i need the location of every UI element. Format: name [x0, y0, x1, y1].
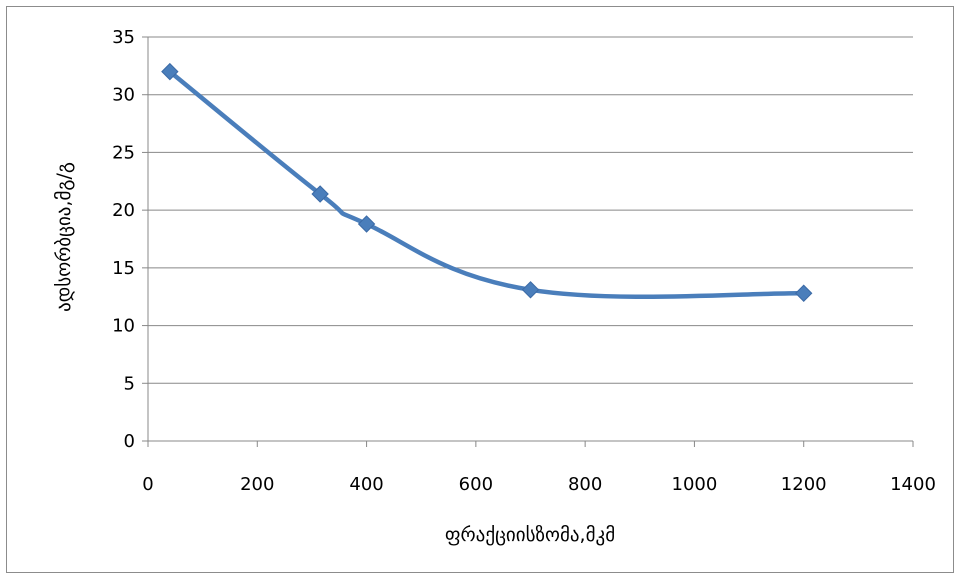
y-tick-label-10: 10 [112, 316, 135, 337]
data-point-1 [311, 185, 329, 203]
x-tick-label-200: 200 [240, 474, 274, 495]
x-tick-label-1200: 1200 [781, 474, 827, 495]
gridlines [148, 36, 913, 384]
axes [147, 37, 913, 442]
x-tick-label-400: 400 [349, 474, 383, 495]
chart-frame [6, 6, 954, 573]
data-point-0 [161, 62, 179, 81]
data-point-3 [521, 281, 540, 299]
y-tick-label-15: 15 [112, 258, 135, 279]
x-tick-label-0: 0 [142, 474, 153, 495]
x-tick-label-800: 800 [568, 474, 602, 495]
series-group [161, 62, 813, 302]
data-point-2 [357, 215, 376, 233]
x-tick-label-1000: 1000 [672, 474, 718, 495]
x-axis-title: ფრაქციისზომა,მკმ [445, 524, 615, 546]
y-tick-label-25: 25 [112, 142, 135, 163]
y-tick-label-30: 30 [112, 85, 135, 106]
x-tick-label-600: 600 [459, 474, 493, 495]
x-tick-label-1400: 1400 [890, 474, 936, 495]
y-tick-label-20: 20 [112, 200, 135, 221]
x-axis-ticks: 0 200 400 600 800 1000 1200 1400 [142, 441, 936, 495]
y-tick-label-5: 5 [124, 373, 135, 394]
series-line-0 [167, 69, 806, 300]
y-tick-label-35: 35 [112, 27, 135, 48]
y-axis-ticks: 0 5 10 15 20 25 30 35 [112, 27, 148, 452]
data-point-4 [795, 284, 813, 302]
y-tick-label-0: 0 [124, 431, 135, 452]
y-axis-title: ადსორბცია,მგ/გ [53, 162, 75, 312]
